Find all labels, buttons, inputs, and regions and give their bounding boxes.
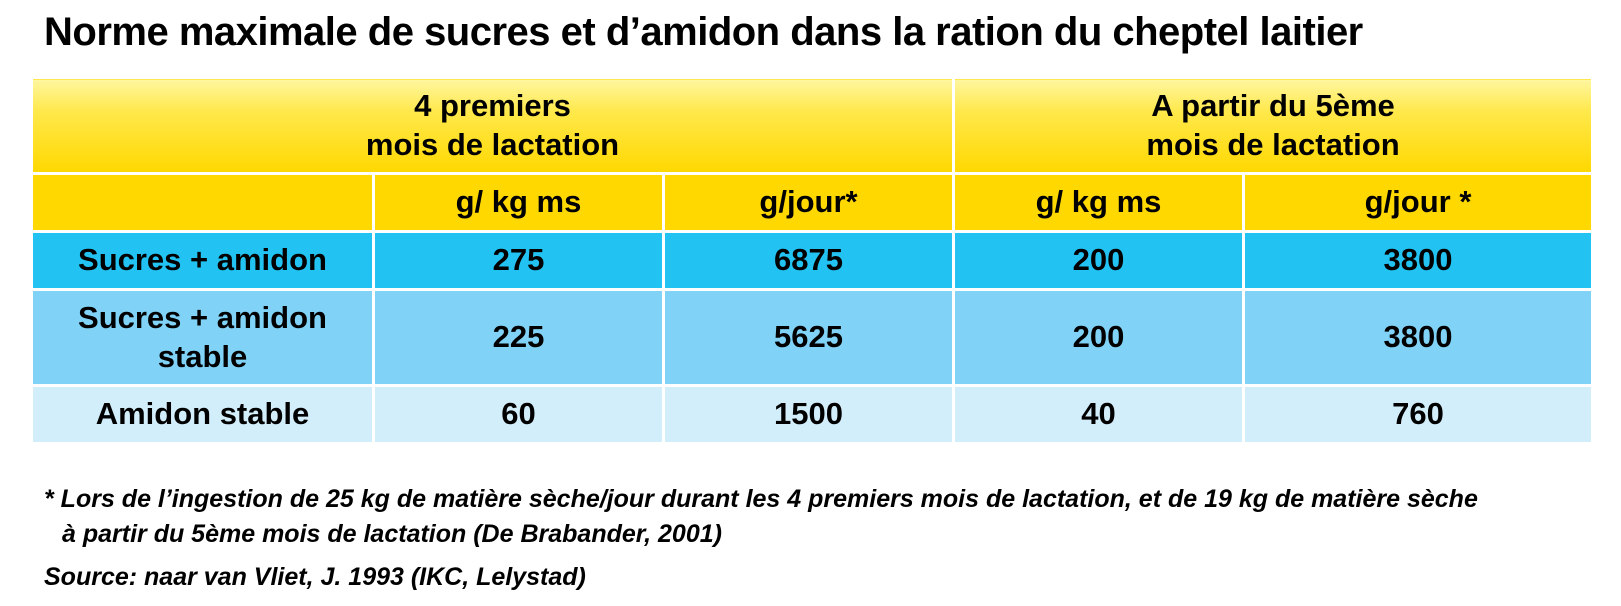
- table-cell: 6875: [661, 230, 956, 291]
- table-cell: 60: [372, 384, 665, 445]
- table-cell: 225: [372, 288, 665, 387]
- footnote-line2: à partir du 5ème mois de lactation (De B…: [62, 520, 722, 548]
- table-cell: 760: [1242, 384, 1595, 445]
- group-header-line1: 4 premiers: [414, 87, 571, 123]
- row-label: Amidon stable: [30, 384, 375, 445]
- table-cell: 3800: [1242, 230, 1595, 291]
- row-label: Sucres + amidon: [30, 230, 375, 291]
- table-row: Sucres + amidon stable 225 5625 200 3800: [30, 288, 1595, 387]
- table-cell: 5625: [661, 288, 956, 387]
- sub-header-cell: g/jour*: [661, 172, 956, 233]
- table-cell: 40: [952, 384, 1246, 445]
- row-label-line1: Sucres + amidon: [78, 299, 327, 335]
- sub-header-cell: g/jour *: [1242, 172, 1595, 233]
- sub-header-row: g/ kg ms g/jour* g/ kg ms g/jour *: [30, 172, 1595, 233]
- table-cell: 200: [952, 288, 1246, 387]
- table-cell: 275: [372, 230, 665, 291]
- sub-header-cell: g/ kg ms: [372, 172, 665, 233]
- row-label-line1: Amidon stable: [95, 396, 310, 432]
- row-label: Sucres + amidon stable: [30, 288, 375, 387]
- footnote-line1: * Lors de l’ingestion de 25 kg de matièr…: [44, 485, 1478, 513]
- source-citation: Source: naar van Vliet, J. 1993 (IKC, Le…: [44, 563, 586, 591]
- table-row: Sucres + amidon 275 6875 200 3800: [30, 230, 1595, 291]
- row-label-line1: Sucres + amidon: [78, 242, 327, 278]
- table-cell: 200: [952, 230, 1246, 291]
- table-cell: 1500: [661, 384, 956, 445]
- sub-header-cell: g/ kg ms: [952, 172, 1246, 233]
- group-header-from-5th-month: A partir du 5ème mois de lactation: [952, 76, 1595, 175]
- group-header-first-4-months: 4 premiers mois de lactation: [29, 76, 956, 175]
- sub-header-empty: [30, 172, 375, 233]
- page-title: Norme maximale de sucres et d’amidon dan…: [44, 10, 1363, 54]
- group-header-line2: mois de lactation: [365, 126, 620, 162]
- group-header-line2: mois de lactation: [1146, 126, 1400, 162]
- table-row: Amidon stable 60 1500 40 760: [30, 384, 1595, 445]
- table-cell: 3800: [1242, 288, 1595, 387]
- group-header-row: 4 premiers mois de lactation A partir du…: [29, 76, 1595, 175]
- group-header-line1: A partir du 5ème: [1151, 87, 1395, 123]
- footnote: * Lors de l’ingestion de 25 kg de matièr…: [44, 482, 1604, 552]
- norme-table: 4 premiers mois de lactation A partir du…: [29, 76, 1595, 445]
- row-label-line2: stable: [157, 338, 248, 374]
